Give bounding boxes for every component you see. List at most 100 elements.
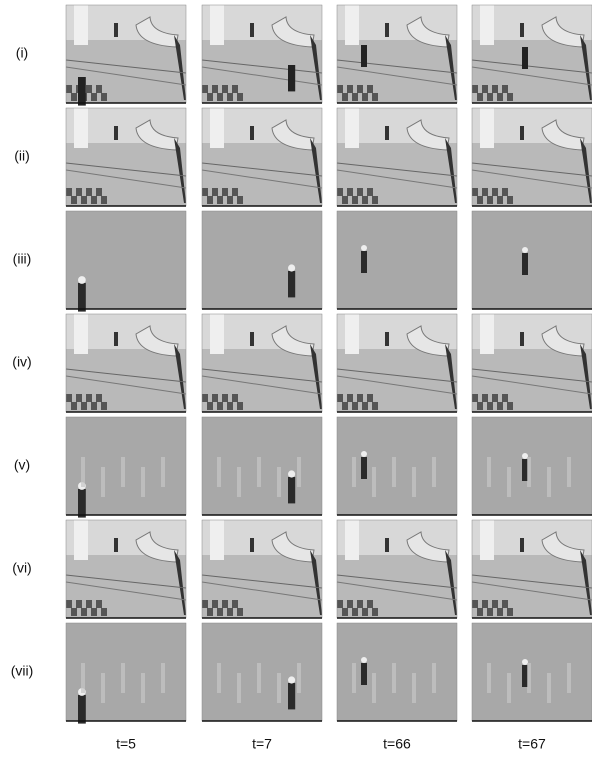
- tile: [237, 93, 243, 101]
- pillar: [480, 314, 494, 354]
- person: [522, 47, 528, 69]
- tile: [101, 402, 107, 410]
- tile: [482, 85, 488, 93]
- ghost: [277, 673, 281, 703]
- frame: [337, 5, 457, 103]
- frame: [66, 623, 186, 724]
- column-label: t=7: [252, 736, 272, 752]
- tile: [507, 93, 513, 101]
- row-label: (vi): [12, 560, 31, 576]
- tile: [502, 394, 508, 402]
- person-far: [114, 23, 118, 37]
- tile: [347, 394, 353, 402]
- ghost: [121, 457, 125, 487]
- frame: [202, 314, 322, 412]
- tile: [96, 188, 102, 196]
- tile: [357, 85, 363, 93]
- tile: [101, 196, 107, 204]
- tile: [472, 600, 478, 608]
- tile: [367, 85, 373, 93]
- tile: [76, 394, 82, 402]
- pillar: [74, 520, 88, 560]
- tile: [237, 608, 243, 616]
- ghost: [257, 457, 261, 487]
- person-far: [250, 538, 254, 552]
- person: [78, 695, 86, 724]
- tile: [472, 394, 478, 402]
- background: [202, 211, 322, 309]
- person-far: [114, 538, 118, 552]
- tile: [71, 93, 77, 101]
- frame: [66, 5, 186, 106]
- tile: [227, 196, 233, 204]
- tile: [101, 608, 107, 616]
- tile: [71, 608, 77, 616]
- tile: [367, 600, 373, 608]
- frame: [337, 108, 457, 206]
- person: [361, 251, 367, 273]
- ghost: [217, 457, 221, 487]
- ghost: [547, 467, 551, 497]
- tile: [367, 188, 373, 196]
- frame: [472, 314, 592, 412]
- head: [78, 276, 86, 284]
- ghost: [277, 467, 281, 497]
- tile: [477, 196, 483, 204]
- tile: [487, 196, 493, 204]
- tile: [502, 85, 508, 93]
- tile: [237, 196, 243, 204]
- person: [288, 65, 295, 91]
- tile: [91, 93, 97, 101]
- pillar: [480, 520, 494, 560]
- tile: [101, 93, 107, 101]
- tile: [492, 394, 498, 402]
- row-label: (i): [16, 45, 28, 61]
- tile: [347, 600, 353, 608]
- ghost: [101, 673, 105, 703]
- tile: [492, 85, 498, 93]
- tile: [357, 394, 363, 402]
- tile: [372, 93, 378, 101]
- frame: [202, 5, 322, 103]
- background: [472, 211, 592, 309]
- row-label: (ii): [14, 148, 30, 164]
- pillar: [480, 5, 494, 45]
- tile: [76, 600, 82, 608]
- tile: [222, 85, 228, 93]
- ghost: [81, 663, 85, 693]
- frame: [202, 417, 322, 515]
- tile: [497, 402, 503, 410]
- head: [288, 264, 295, 271]
- tile: [86, 188, 92, 196]
- tile: [232, 394, 238, 402]
- frame: [337, 417, 457, 515]
- ghost: [432, 457, 436, 487]
- tile: [232, 600, 238, 608]
- tile: [217, 608, 223, 616]
- tile: [352, 196, 358, 204]
- head: [288, 676, 295, 683]
- tile: [362, 608, 368, 616]
- tile: [202, 85, 208, 93]
- tile: [337, 394, 343, 402]
- tile: [472, 85, 478, 93]
- pillar: [345, 520, 359, 560]
- frame: [472, 108, 592, 206]
- tile: [487, 608, 493, 616]
- tile: [212, 188, 218, 196]
- pillar: [480, 108, 494, 148]
- tile: [357, 600, 363, 608]
- ghost: [297, 663, 301, 693]
- background: [337, 211, 457, 309]
- ghost: [372, 673, 376, 703]
- tile: [352, 93, 358, 101]
- tile: [372, 402, 378, 410]
- ghost: [567, 457, 571, 487]
- ghost: [567, 663, 571, 693]
- pillar: [74, 108, 88, 148]
- person: [288, 477, 295, 503]
- person-far: [520, 332, 524, 346]
- person: [78, 283, 86, 312]
- row-label: (v): [14, 457, 30, 473]
- tile: [367, 394, 373, 402]
